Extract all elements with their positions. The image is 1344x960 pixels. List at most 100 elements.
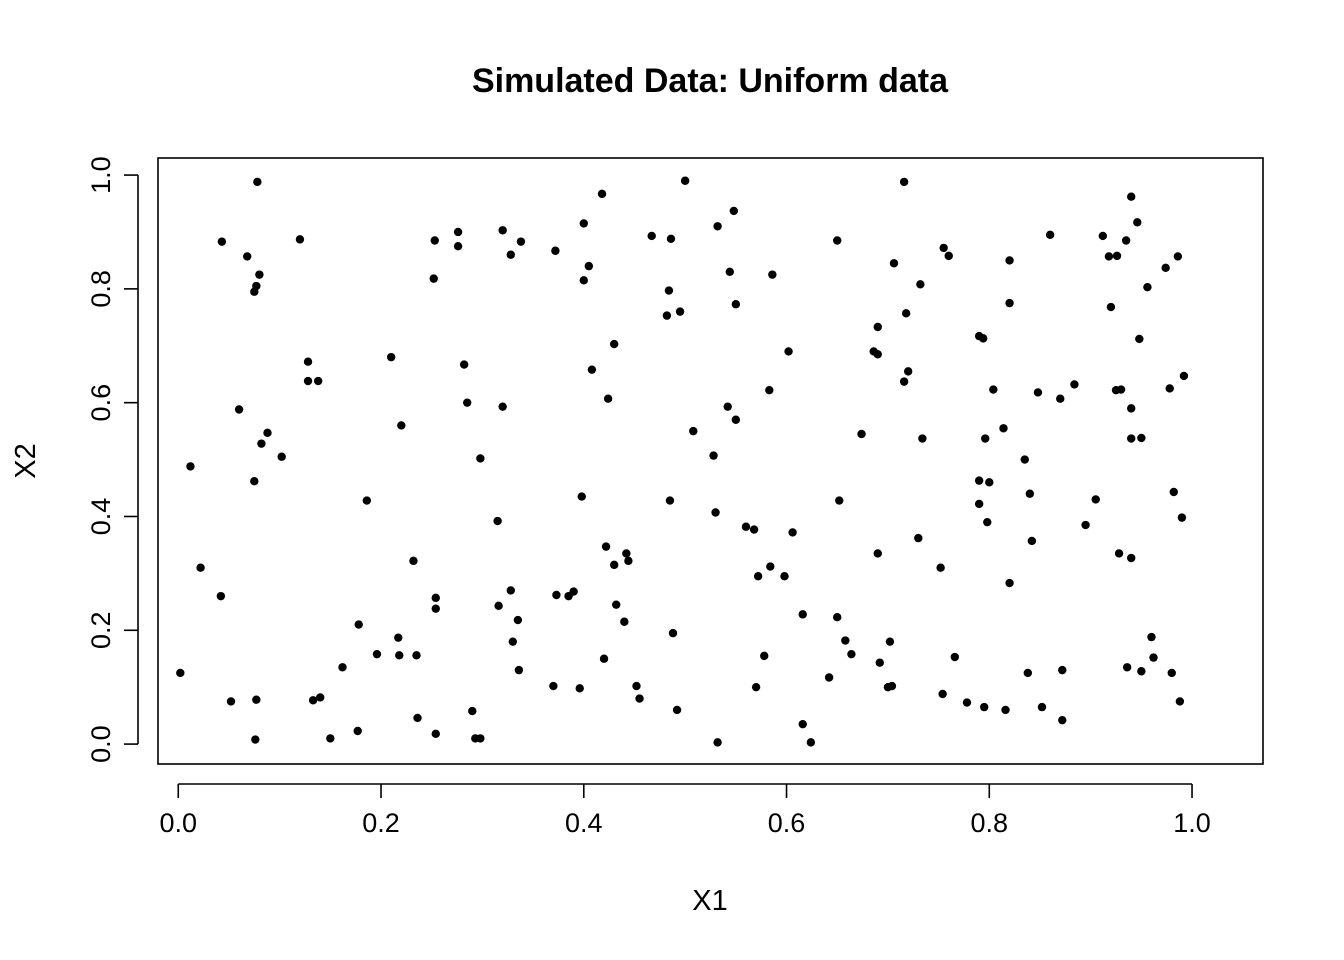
data-point bbox=[243, 252, 252, 261]
data-point bbox=[974, 476, 984, 485]
data-point bbox=[885, 637, 895, 646]
data-point bbox=[944, 251, 953, 261]
data-point bbox=[962, 698, 972, 707]
data-point bbox=[1106, 302, 1116, 312]
data-point bbox=[835, 496, 844, 505]
data-point bbox=[1116, 385, 1126, 394]
data-point bbox=[303, 376, 313, 386]
data-point bbox=[397, 421, 406, 430]
data-point bbox=[476, 734, 485, 743]
data-point bbox=[1033, 388, 1043, 397]
data-point bbox=[989, 385, 998, 394]
data-point bbox=[412, 651, 421, 660]
data-point bbox=[914, 533, 923, 543]
data-point bbox=[731, 415, 741, 424]
data-point bbox=[833, 236, 842, 245]
data-point bbox=[672, 705, 682, 715]
data-point bbox=[1175, 697, 1185, 706]
data-point bbox=[765, 385, 774, 395]
data-point bbox=[255, 270, 264, 279]
data-point bbox=[1161, 263, 1170, 273]
data-point bbox=[847, 649, 856, 659]
data-point bbox=[664, 286, 674, 295]
data-point bbox=[675, 307, 685, 316]
data-point bbox=[1104, 252, 1114, 261]
data-point bbox=[749, 525, 759, 534]
data-point bbox=[1143, 282, 1152, 292]
data-point bbox=[1070, 380, 1079, 389]
data-point bbox=[552, 590, 561, 600]
data-point bbox=[506, 250, 515, 259]
y-axis: 0.0 0.2 0.4 0.6 0.8 1.0 bbox=[86, 156, 139, 763]
y-tick-label: 0.8 bbox=[86, 270, 116, 308]
data-point bbox=[603, 394, 613, 403]
y-tick-label: 0.6 bbox=[86, 384, 116, 422]
data-point bbox=[798, 610, 807, 619]
data-point bbox=[316, 693, 325, 702]
data-point bbox=[665, 496, 675, 505]
x-tick-label: 0.6 bbox=[768, 808, 806, 838]
data-point bbox=[713, 738, 722, 747]
data-point bbox=[713, 222, 722, 231]
data-point bbox=[729, 206, 739, 216]
data-point bbox=[662, 311, 672, 320]
data-point bbox=[1045, 230, 1055, 240]
data-point bbox=[903, 367, 913, 376]
data-point bbox=[217, 237, 227, 246]
data-point bbox=[252, 281, 261, 291]
data-point bbox=[1149, 653, 1158, 662]
data-point bbox=[308, 696, 318, 705]
data-point bbox=[468, 706, 477, 716]
data-point bbox=[498, 402, 507, 411]
data-point bbox=[723, 402, 732, 411]
data-point bbox=[624, 556, 633, 566]
data-point bbox=[1005, 578, 1014, 588]
data-point bbox=[196, 563, 205, 572]
data-point bbox=[731, 300, 741, 309]
data-point bbox=[476, 454, 485, 463]
data-point bbox=[1179, 371, 1189, 381]
data-point bbox=[1114, 549, 1124, 558]
data-point bbox=[216, 591, 226, 601]
data-point bbox=[806, 738, 816, 747]
data-point bbox=[549, 681, 558, 691]
data-point bbox=[1135, 334, 1144, 344]
data-point bbox=[833, 612, 842, 622]
data-point bbox=[1122, 663, 1132, 672]
data-point bbox=[1037, 702, 1047, 712]
data-point bbox=[1112, 251, 1122, 261]
x-axis-label: X1 bbox=[692, 885, 727, 917]
data-point bbox=[1173, 252, 1183, 261]
data-point bbox=[635, 694, 644, 703]
data-point bbox=[575, 684, 584, 693]
data-point bbox=[1127, 434, 1136, 443]
x-tick-label: 0.2 bbox=[362, 808, 400, 838]
data-point bbox=[609, 560, 619, 570]
data-point bbox=[999, 424, 1008, 433]
data-point bbox=[569, 587, 578, 596]
data-point bbox=[498, 226, 507, 235]
data-point bbox=[1147, 632, 1156, 642]
data-point bbox=[234, 405, 244, 414]
x-tick-label: 0.8 bbox=[971, 808, 1009, 838]
data-point bbox=[939, 243, 948, 253]
y-tick-label: 0.4 bbox=[86, 498, 116, 536]
data-point bbox=[394, 633, 403, 642]
data-point bbox=[338, 663, 347, 672]
data-point bbox=[176, 668, 185, 678]
y-tick-label: 0.2 bbox=[86, 612, 116, 650]
data-point bbox=[413, 713, 422, 723]
data-point bbox=[1091, 495, 1100, 504]
data-point bbox=[979, 334, 988, 343]
data-point bbox=[609, 339, 619, 349]
data-point bbox=[873, 322, 882, 332]
data-point bbox=[1081, 520, 1090, 530]
data-point bbox=[780, 572, 789, 581]
data-point bbox=[493, 516, 502, 526]
data-points bbox=[176, 176, 1189, 747]
data-point bbox=[601, 542, 611, 551]
data-point bbox=[186, 462, 195, 471]
data-point bbox=[587, 365, 597, 374]
data-point bbox=[250, 477, 259, 486]
